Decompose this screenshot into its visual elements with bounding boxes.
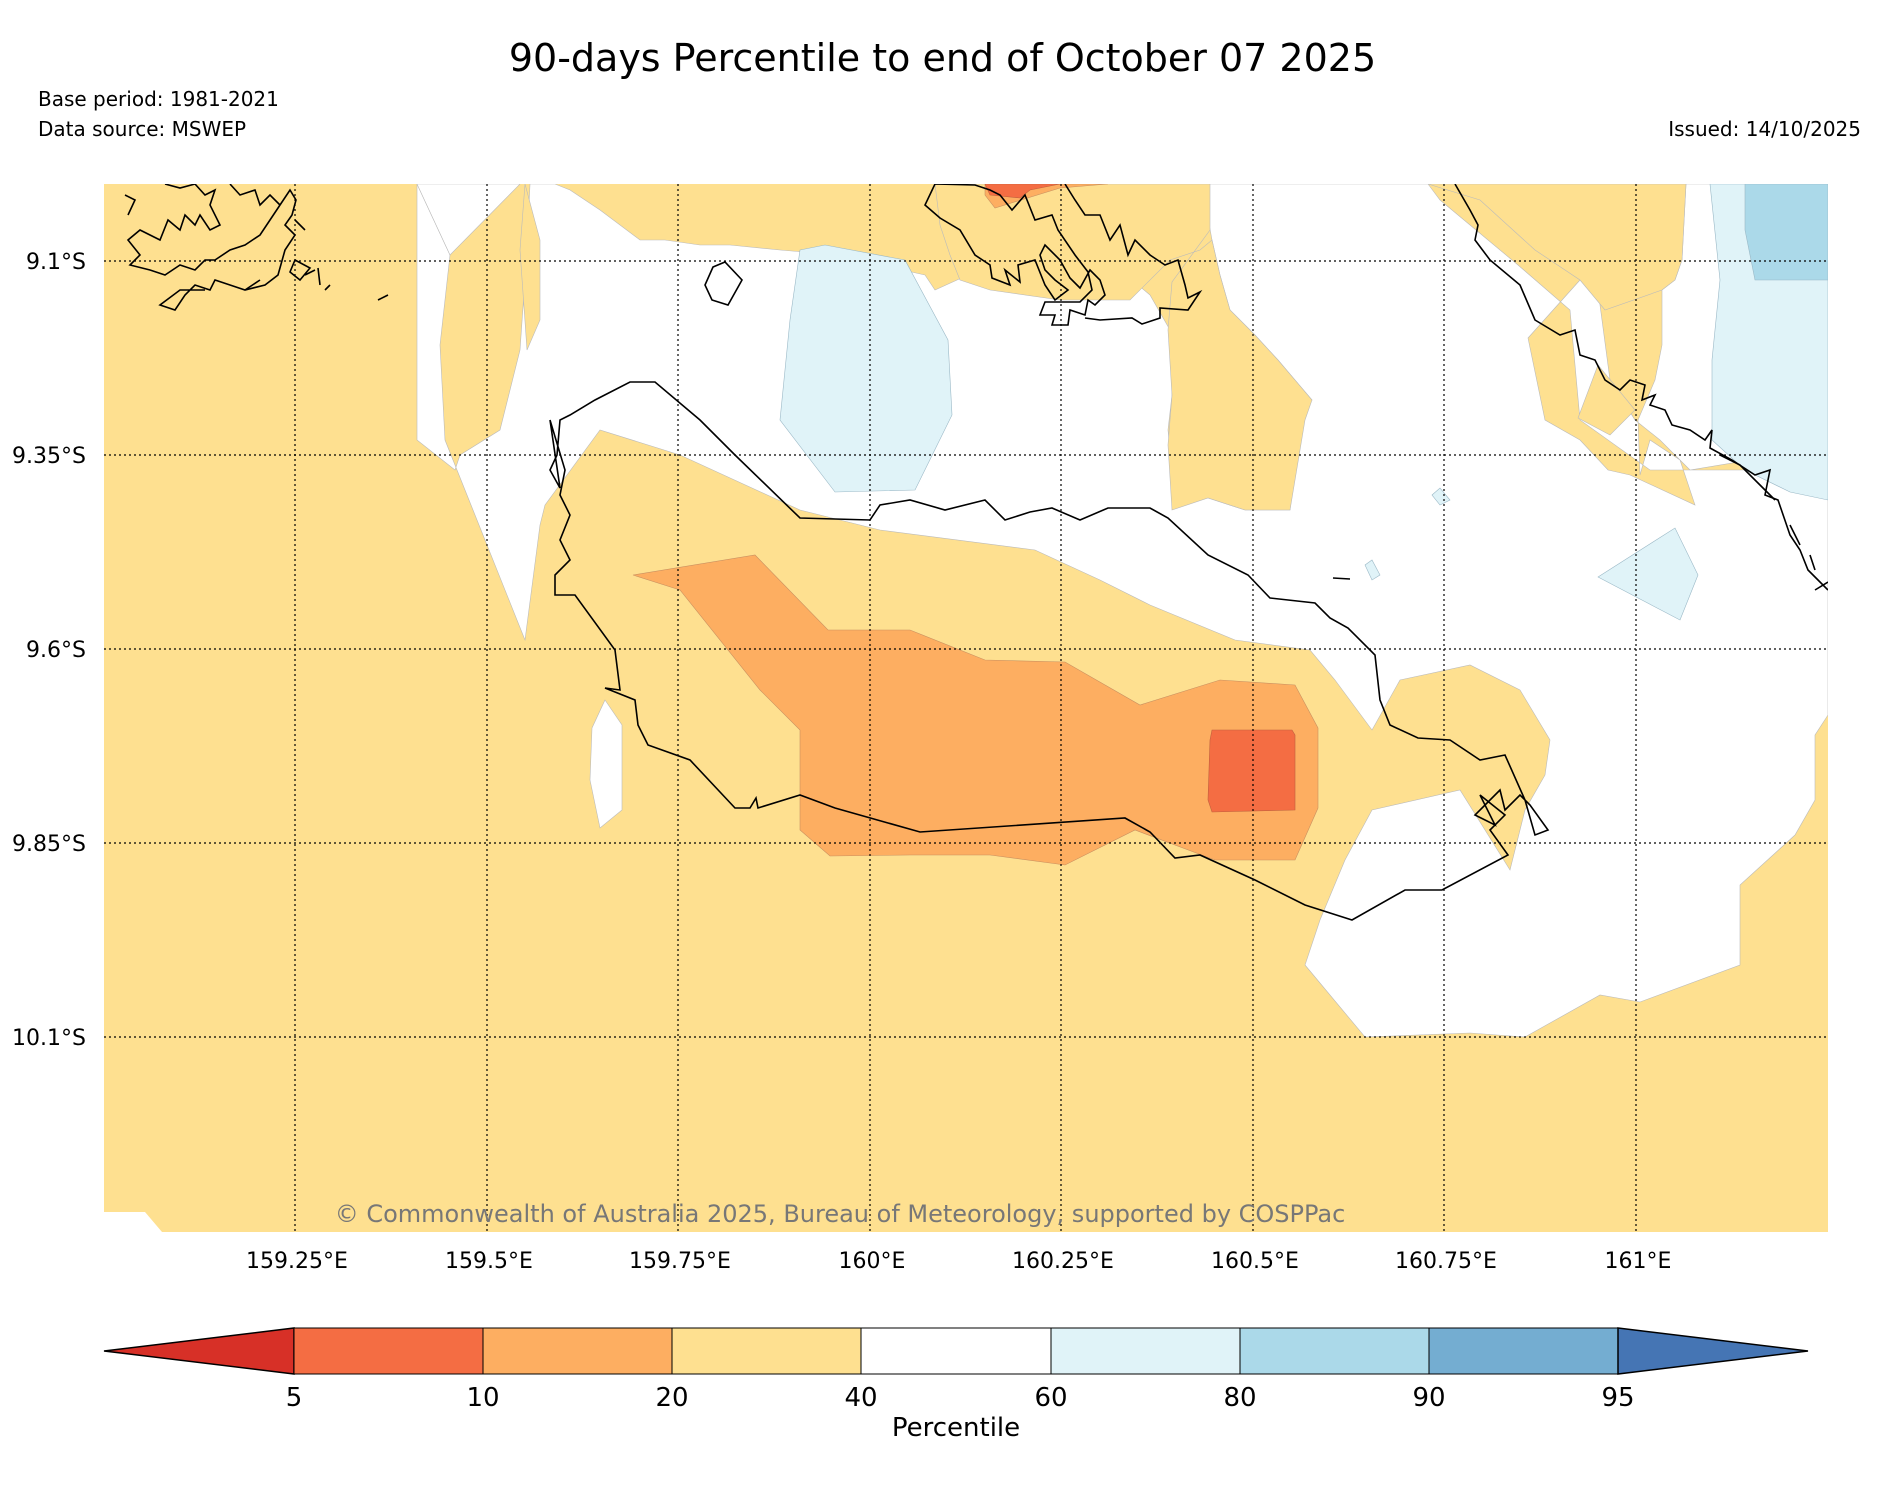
coastline-florida-east	[1064, 184, 1203, 325]
lat-label: 9.6°S	[26, 638, 86, 663]
lon-label: 160.5°E	[1211, 1249, 1299, 1274]
colorbar-title: Percentile	[892, 1413, 1020, 1443]
percentile-60-80-region-3	[1597, 527, 1699, 621]
lat-label: 9.1°S	[26, 250, 86, 275]
percentile-20-40-island-east	[1577, 364, 1636, 436]
lon-label: 159.25°E	[246, 1249, 348, 1274]
coastlines	[124, 184, 1828, 921]
colorbar-tick: 80	[1223, 1383, 1256, 1413]
lon-label: 160°E	[839, 1249, 906, 1274]
lon-label: 159.5°E	[445, 1249, 533, 1274]
lon-label: 160.25°E	[1012, 1249, 1114, 1274]
longitude-labels: 159.25°E 159.5°E 159.75°E 160°E 160.25°E…	[246, 1249, 1671, 1274]
colorbar-segment-60-80	[1050, 1327, 1241, 1375]
colorbar-segment-5-10	[293, 1327, 484, 1375]
percentile-40-60-region-west	[416, 184, 521, 256]
colorbar-segment-90-95	[1428, 1327, 1619, 1375]
map-title: 90-days Percentile to end of October 07 …	[508, 36, 1377, 80]
data-source: Data source: MSWEP	[38, 117, 247, 141]
colorbar-tick: 5	[286, 1383, 303, 1413]
map-plot-area: © Commonwealth of Australia 2025, Bureau…	[104, 184, 1828, 1232]
colorbar: 5 10 20 40 60 80 90 95 Percentile	[103, 1327, 1809, 1443]
coastline-northwest-islands	[126, 184, 297, 311]
percentile-60-80-region-4	[1431, 487, 1451, 506]
percentile-40-60-region-small	[589, 699, 623, 829]
lon-label: 161°E	[1605, 1249, 1672, 1274]
lon-label: 160.75°E	[1395, 1249, 1497, 1274]
coastline-florida-islands	[924, 184, 1106, 326]
colorbar-segment-20-40	[671, 1327, 862, 1375]
colorbar-tick: 95	[1601, 1383, 1634, 1413]
gridlines	[104, 184, 1828, 1232]
coastline-northwest-detail	[124, 184, 389, 301]
percentile-20-40-northeast	[1427, 184, 1687, 311]
copyright-notice: © Commonwealth of Australia 2025, Bureau…	[335, 1200, 1346, 1228]
colorbar-extend-high	[1617, 1327, 1809, 1375]
percentile-20-40-north-coast	[934, 184, 1313, 511]
lat-label: 10.1°S	[12, 1026, 86, 1051]
percentile-10-20-region	[632, 554, 1319, 866]
coastline-small-islet	[1332, 577, 1351, 580]
percentile-40-60-region-corner	[104, 1212, 162, 1232]
percentile-20-40-tongue-north	[519, 184, 541, 351]
coastline-savo-island	[704, 261, 743, 306]
percentile-5-10-region	[1207, 729, 1296, 813]
issued-date: Issued: 14/10/2025	[1668, 117, 1861, 141]
colorbar-segment-40-60	[860, 1327, 1052, 1375]
colorbar-tick: 20	[655, 1383, 688, 1413]
lat-label: 9.85°S	[12, 832, 86, 857]
coastline-malaita-detail	[1719, 454, 1828, 591]
percentile-60-80-region-5	[1364, 559, 1381, 581]
colorbar-tick: 90	[1412, 1383, 1445, 1413]
lon-label: 159.75°E	[629, 1249, 731, 1274]
coastline-guadalcanal	[549, 381, 1550, 921]
latitude-labels: 9.1°S 9.35°S 9.6°S 9.85°S 10.1°S	[12, 250, 86, 1051]
percentile-60-80-region-1	[779, 244, 953, 493]
base-period: Base period: 1981-2021	[38, 87, 279, 111]
colorbar-tick: 10	[466, 1383, 499, 1413]
colorbar-segment-80-90	[1239, 1327, 1430, 1375]
colorbar-extend-low	[103, 1327, 295, 1375]
lat-label: 9.35°S	[12, 444, 86, 469]
percentile-40-60-region-north	[416, 184, 1828, 1038]
colorbar-tick: 60	[1034, 1383, 1067, 1413]
colorbar-segment-10-20	[482, 1327, 673, 1375]
colorbar-tick: 40	[844, 1383, 877, 1413]
metadata-left: Base period: 1981-2021 Data source: MSWE…	[38, 84, 279, 144]
percentile-80-90-region	[1744, 184, 1828, 281]
